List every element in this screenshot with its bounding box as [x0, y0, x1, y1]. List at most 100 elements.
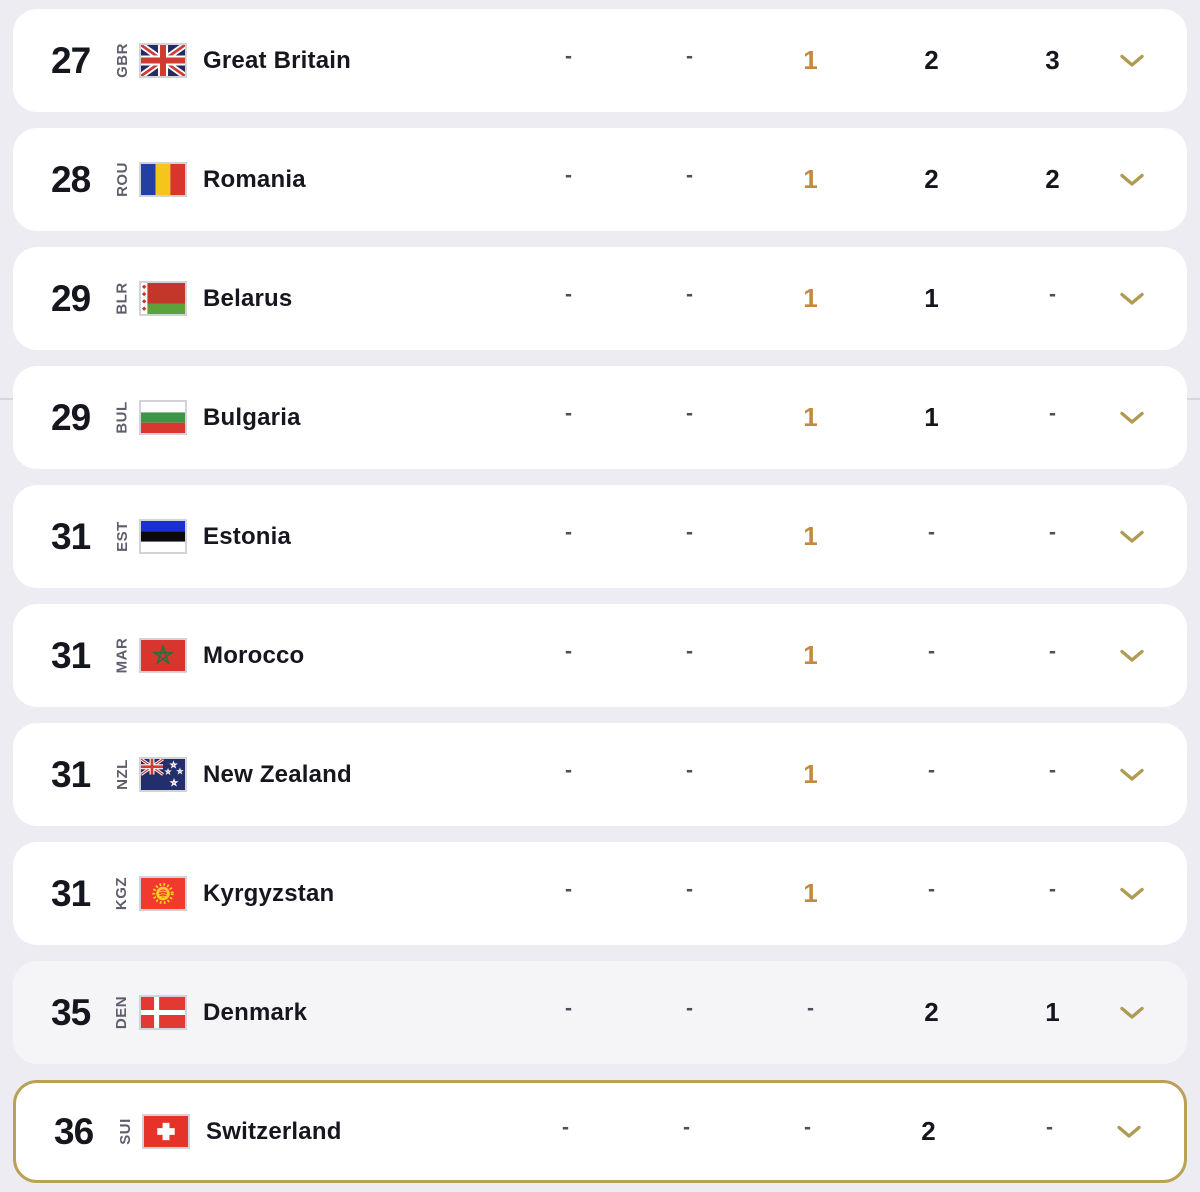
- stat-cell-1: -: [562, 1116, 569, 1139]
- stat-cell-2: -: [686, 997, 693, 1020]
- country-name: Kyrgyzstan: [203, 879, 335, 907]
- expand-row-button[interactable]: [1114, 1117, 1144, 1147]
- silver-count: 2: [924, 45, 939, 75]
- medal-table-row[interactable]: 36 SUI Switzerland - - - 2 -: [13, 1080, 1187, 1183]
- silver-count: -: [928, 640, 935, 663]
- medal-table-row[interactable]: 31 EST Estonia - - 1 - -: [13, 485, 1187, 588]
- country-name: Morocco: [203, 641, 305, 669]
- noc-code: BUL: [113, 401, 131, 434]
- silver-count: -: [928, 521, 935, 544]
- stat-cell-2: -: [686, 759, 693, 782]
- medal-table-row[interactable]: 29 BUL Bulgaria - - 1 1 -: [13, 366, 1187, 469]
- medal-table-row[interactable]: 31 KGZ Kyrgyzstan - - 1 - -: [13, 842, 1187, 945]
- silver-count: -: [928, 878, 935, 901]
- country-name: Estonia: [203, 522, 292, 550]
- noc-code: NZL: [113, 759, 131, 790]
- rank-value: 31: [51, 753, 91, 795]
- stat-cell-2: -: [686, 283, 693, 306]
- stat-cell-1: -: [565, 640, 572, 663]
- flag-gbr-icon: [139, 43, 187, 78]
- noc-code: KGZ: [113, 876, 131, 911]
- expand-row-button[interactable]: [1117, 165, 1147, 195]
- medal-table-row[interactable]: 28 ROU Romania - - 1 2 2: [13, 128, 1187, 231]
- gold-count: 1: [803, 521, 818, 551]
- expand-row-button[interactable]: [1117, 403, 1147, 433]
- silver-count: 2: [921, 1116, 936, 1146]
- expand-row-button[interactable]: [1117, 284, 1147, 314]
- rank-value: 31: [51, 634, 91, 676]
- country-name: Great Britain: [203, 46, 351, 74]
- medal-table-row[interactable]: 35 DEN Denmark - - - 2 1: [13, 961, 1187, 1064]
- chevron-down-icon: [1120, 530, 1144, 543]
- stat-cell-1: -: [565, 521, 572, 544]
- medal-counts: - - 1 - -: [508, 878, 1113, 909]
- chevron-down-icon: [1120, 887, 1144, 900]
- expand-row-button[interactable]: [1117, 46, 1147, 76]
- country-name: Denmark: [203, 998, 308, 1026]
- expand-row-button[interactable]: [1117, 998, 1147, 1028]
- stat-cell-2: -: [686, 640, 693, 663]
- stat-cell-2: -: [686, 45, 693, 68]
- flag-bul-icon: [139, 400, 187, 435]
- rank-value: 27: [51, 39, 91, 81]
- country-name: Bulgaria: [203, 403, 301, 431]
- country-name: Switzerland: [206, 1117, 342, 1145]
- medal-table-row[interactable]: 29 BLR Belarus - - 1 1 -: [13, 247, 1187, 350]
- expand-row-button[interactable]: [1117, 760, 1147, 790]
- gold-count: 1: [803, 283, 818, 313]
- rank-value: 29: [51, 396, 91, 438]
- stat-cell-1: -: [565, 164, 572, 187]
- medal-counts: - - 1 - -: [508, 640, 1113, 671]
- bronze-count: -: [1049, 402, 1056, 425]
- flag-est-icon: [139, 519, 187, 554]
- medal-table-row[interactable]: 27 GBR Great Britain - - 1 2 3: [13, 9, 1187, 112]
- gold-count: 1: [803, 640, 818, 670]
- medal-counts: - - 1 2 2: [508, 164, 1113, 195]
- rank-value: 28: [51, 158, 91, 200]
- stat-cell-2: -: [686, 402, 693, 425]
- rank-value: 29: [51, 277, 91, 319]
- silver-count: 1: [924, 283, 939, 313]
- medal-counts: - - 1 1 -: [508, 402, 1113, 433]
- bronze-count: 3: [1045, 45, 1060, 75]
- medal-counts: - - - 2 1: [508, 997, 1113, 1028]
- gold-count: 1: [803, 45, 818, 75]
- silver-count: -: [928, 759, 935, 782]
- flag-rou-icon: [139, 162, 187, 197]
- stat-cell-1: -: [565, 402, 572, 425]
- noc-code: SUI: [116, 1118, 134, 1145]
- expand-row-button[interactable]: [1117, 879, 1147, 909]
- bronze-count: 1: [1045, 997, 1060, 1027]
- stat-cell-2: -: [686, 164, 693, 187]
- country-name: Romania: [203, 165, 306, 193]
- noc-code: DEN: [113, 995, 131, 1030]
- gold-count: 1: [803, 759, 818, 789]
- stat-cell-1: -: [565, 283, 572, 306]
- stat-cell-2: -: [686, 878, 693, 901]
- rank-value: 36: [54, 1110, 94, 1152]
- bronze-count: -: [1046, 1116, 1053, 1139]
- medal-counts: - - - 2 -: [505, 1116, 1110, 1147]
- bronze-count: -: [1049, 283, 1056, 306]
- chevron-down-icon: [1120, 649, 1144, 662]
- gold-count: 1: [803, 164, 818, 194]
- noc-code: GBR: [113, 43, 131, 78]
- flag-blr-icon: [139, 281, 187, 316]
- noc-code: MAR: [113, 637, 131, 674]
- expand-row-button[interactable]: [1117, 522, 1147, 552]
- medal-table-row[interactable]: 31 MAR Morocco - - 1 - -: [13, 604, 1187, 707]
- chevron-down-icon: [1120, 411, 1144, 424]
- noc-code: BLR: [113, 282, 131, 315]
- bronze-count: -: [1049, 759, 1056, 782]
- chevron-down-icon: [1120, 54, 1144, 67]
- expand-row-button[interactable]: [1117, 641, 1147, 671]
- stat-cell-1: -: [565, 997, 572, 1020]
- chevron-down-icon: [1120, 768, 1144, 781]
- medal-table-row[interactable]: 31 NZL New Zealand - - 1 - -: [13, 723, 1187, 826]
- flag-den-icon: [139, 995, 187, 1030]
- rank-value: 31: [51, 872, 91, 914]
- flag-kgz-icon: [139, 876, 187, 911]
- gold-count: 1: [803, 402, 818, 432]
- stat-cell-1: -: [565, 45, 572, 68]
